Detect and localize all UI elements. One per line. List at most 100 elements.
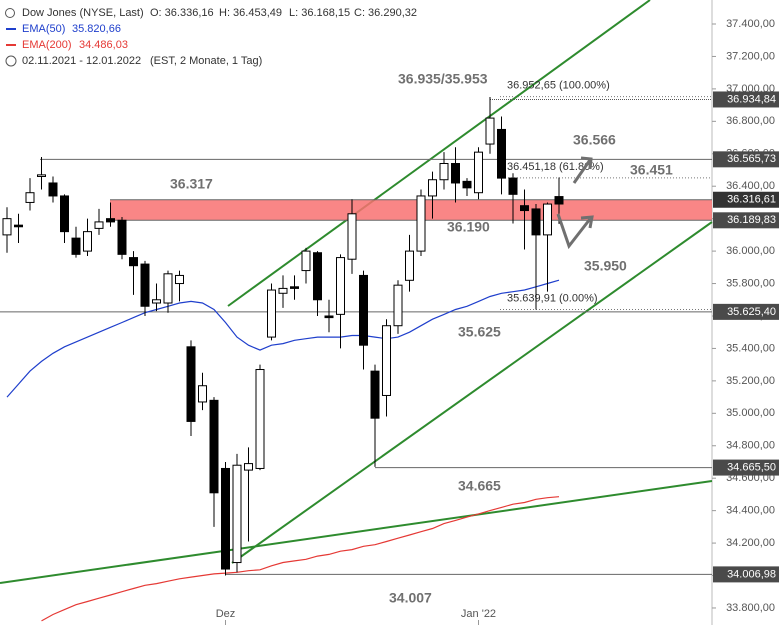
arrows (556, 156, 594, 250)
candle-body (290, 286, 299, 289)
high: H: 36.453,49 (219, 7, 282, 19)
candle-body (186, 346, 196, 422)
annotation: 36.451 (630, 162, 673, 178)
low: L: 36.168,15 (289, 7, 350, 19)
candle-body (474, 151, 483, 194)
y-tick-label: 35.400,00 (726, 342, 775, 354)
candle-body (485, 117, 495, 145)
candle-body (382, 325, 391, 396)
candle-body (60, 195, 69, 233)
y-tick-label: 36.800,00 (726, 115, 775, 127)
level-label-box (713, 91, 779, 108)
candle-body (439, 163, 449, 181)
x-tick-label: Dez (216, 608, 236, 620)
header: Dow Jones (NYSE, Last) O: 36.336,16 H: 3… (5, 7, 417, 67)
info: (EST, 2 Monate, 1 Tag) (150, 55, 262, 67)
candle-body (94, 221, 104, 229)
level-label: 36.316,61 (727, 194, 776, 206)
candle-body (554, 196, 564, 205)
candle-body (37, 174, 46, 177)
level-label-box (713, 459, 779, 476)
candle-body (531, 208, 541, 236)
candle-body (451, 163, 460, 184)
candle-body (416, 195, 426, 252)
open: O: 36.336,16 (150, 7, 214, 19)
arrow (572, 159, 592, 184)
candle-body (71, 237, 81, 255)
candle-body (324, 315, 334, 319)
candle-body (14, 224, 23, 228)
level-label: 35.625,40 (727, 306, 776, 318)
level-label-box (713, 191, 779, 208)
candle-body (497, 128, 506, 179)
level-label-box (713, 566, 779, 583)
y-tick-label: 34.800,00 (726, 440, 775, 452)
candle-body (209, 399, 219, 494)
trend-line (227, 0, 651, 307)
title: Dow Jones (NYSE, Last) (22, 7, 144, 19)
level-label: 34.006,98 (727, 568, 776, 580)
y-tick-label: 35.200,00 (726, 375, 775, 387)
candle-body (393, 284, 403, 327)
fib-label: 36.952,65 (100.00%) (507, 79, 610, 91)
icon (5, 55, 17, 67)
candle-body (462, 180, 472, 189)
candle-body (129, 257, 138, 267)
annotation: 36.935/35.953 (398, 71, 488, 87)
arrow-head (580, 156, 593, 170)
candle-body (48, 182, 58, 197)
legend-entry: EMA(200) (22, 39, 72, 51)
fib-label: 35.639,91 (0.00%) (507, 292, 598, 304)
trend-line (0, 480, 713, 584)
y-tick-label: 37.400,00 (726, 18, 775, 30)
level-label: 36.934,84 (727, 93, 776, 105)
level-label-box (713, 303, 779, 320)
ema-line (41, 496, 560, 622)
candle-body (370, 370, 380, 419)
y-tick-label: 34.200,00 (726, 537, 775, 549)
candle-body (520, 205, 529, 212)
y-tick-label: 36.000,00 (726, 245, 775, 257)
level-label-box (713, 212, 779, 229)
candle-body (313, 252, 322, 301)
level-label: 36.189,83 (727, 214, 776, 226)
candle-body (359, 274, 368, 346)
candle-body (221, 467, 230, 570)
y-tick-label: 33.800,00 (726, 602, 775, 614)
close: C: 36.290,32 (354, 7, 417, 19)
period: 02.11.2021 - 12.01.2022 (22, 55, 141, 67)
candle-body (175, 274, 184, 285)
candle-body (347, 213, 357, 260)
arrow (556, 213, 592, 250)
candle-body (405, 250, 414, 281)
candle-body (152, 299, 161, 304)
candle-body (83, 231, 92, 252)
candle-body (244, 463, 253, 471)
y-tick-label: 34.400,00 (726, 505, 775, 517)
annotation: 34.007 (389, 590, 432, 606)
annotation: 35.625 (458, 324, 501, 340)
ema-line (6, 279, 560, 398)
y-tick-label: 35.800,00 (726, 277, 775, 289)
candle-body (336, 257, 345, 315)
annotation: 34.665 (458, 478, 501, 494)
x-tick-label: Jan '22 (461, 608, 496, 620)
candle-body (508, 177, 518, 195)
candle-body (25, 192, 35, 203)
annotation: 36.566 (573, 132, 616, 148)
candle-body (301, 250, 311, 272)
legend-value: 34.486,03 (79, 39, 128, 51)
fib-label: 36.451,18 (61.80%) (507, 161, 604, 173)
legend-entry: EMA(50) (22, 23, 65, 35)
annotation: 36.317 (170, 176, 213, 192)
annotation: 35.950 (584, 258, 627, 274)
candle-body (106, 218, 115, 223)
arrow-head (580, 215, 594, 229)
candle-body (117, 219, 127, 255)
candle-body (163, 273, 173, 304)
candle-body (278, 287, 288, 294)
y-tick-label: 36.400,00 (726, 180, 775, 192)
candle-body (198, 385, 207, 403)
